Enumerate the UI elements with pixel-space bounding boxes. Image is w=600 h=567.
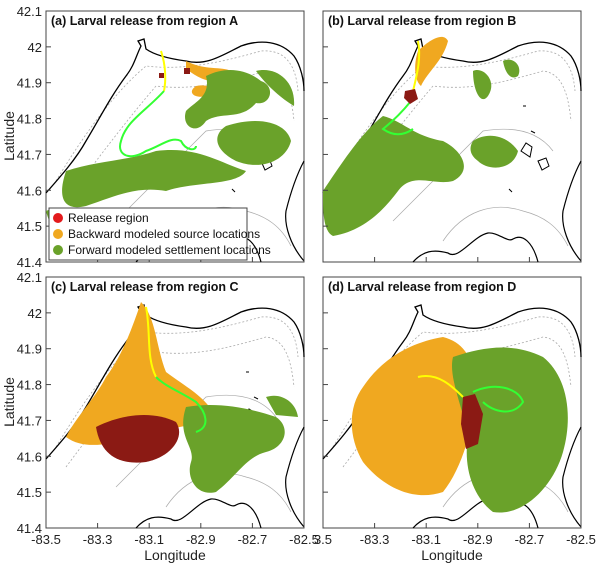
panel-b-map: (b) Larval release from region B	[322, 10, 582, 263]
y-tick-label: 41.5	[17, 485, 42, 500]
y-axis-label: Latitude	[1, 111, 17, 161]
x-tick-label: -82.7	[515, 532, 545, 547]
settlement-area	[185, 69, 295, 165]
x-tick-label: -83.3	[83, 532, 113, 547]
backward-track	[160, 50, 167, 92]
legend-source-marker	[53, 229, 63, 239]
x-tick-label: -82.5	[566, 532, 596, 547]
legend: Release region Backward modeled source l…	[48, 207, 271, 261]
y-tick-label: 41.7	[17, 413, 42, 428]
panel-title: (b) Larval release from region B	[328, 14, 516, 28]
x-tick-label: -83.1	[411, 532, 441, 547]
x-tick-label: -83.3	[360, 532, 390, 547]
y-tick-label: 41.9	[17, 342, 42, 357]
settlement-area	[46, 150, 246, 238]
x-tick-label: -82.5	[289, 532, 319, 547]
x-tick-label: -83.5	[31, 532, 61, 547]
y-tick-label: 41.4	[17, 521, 42, 536]
legend-release-label: Release region	[68, 211, 149, 225]
x-axis-label: Longitude	[421, 547, 483, 563]
y-tick-label: 41.4	[17, 255, 42, 270]
x-axis-label: Longitude	[144, 547, 206, 563]
y-tick-label: 41.6	[17, 449, 42, 464]
legend-settlement-label: Forward modeled settlement locations	[68, 243, 271, 257]
y-tick-label: 41.5	[17, 219, 42, 234]
legend-settlement-marker	[53, 245, 63, 255]
y-tick-label: 41.8	[17, 378, 42, 393]
y-tick-label: 42	[28, 40, 42, 55]
x-tick-label: -82.9	[463, 532, 493, 547]
y-tick-label: 42.1	[17, 270, 42, 285]
panel-title: (d) Larval release from region D	[328, 280, 516, 294]
legend-source-label: Backward modeled source locations	[68, 227, 260, 241]
release-region	[159, 73, 164, 78]
panel-title: (c) Larval release from region C	[51, 280, 239, 294]
panel-d-map: (d) Larval release from region D	[322, 276, 582, 529]
y-axis-label: Latitude	[1, 377, 17, 427]
x-tick-label: -82.9	[186, 532, 216, 547]
x-tick-label: -83.1	[134, 532, 164, 547]
forward-track	[119, 90, 197, 158]
y-tick-label: 41.6	[17, 183, 42, 198]
panel-title: (a) Larval release from region A	[51, 14, 238, 28]
y-tick-label: 42.1	[17, 4, 42, 19]
y-tick-label: 41.9	[17, 76, 42, 91]
x-tick-label: -82.7	[238, 532, 268, 547]
x-tick-label: 3.5	[314, 532, 332, 547]
legend-release-marker	[53, 213, 63, 223]
panel-c-map: (c) Larval release from region C	[45, 276, 305, 529]
y-tick-label: 41.7	[17, 147, 42, 162]
axes: 42.14241.941.841.741.641.541.442.14241.9…	[1, 4, 596, 563]
y-tick-label: 42	[28, 306, 42, 321]
y-tick-label: 41.8	[17, 112, 42, 127]
